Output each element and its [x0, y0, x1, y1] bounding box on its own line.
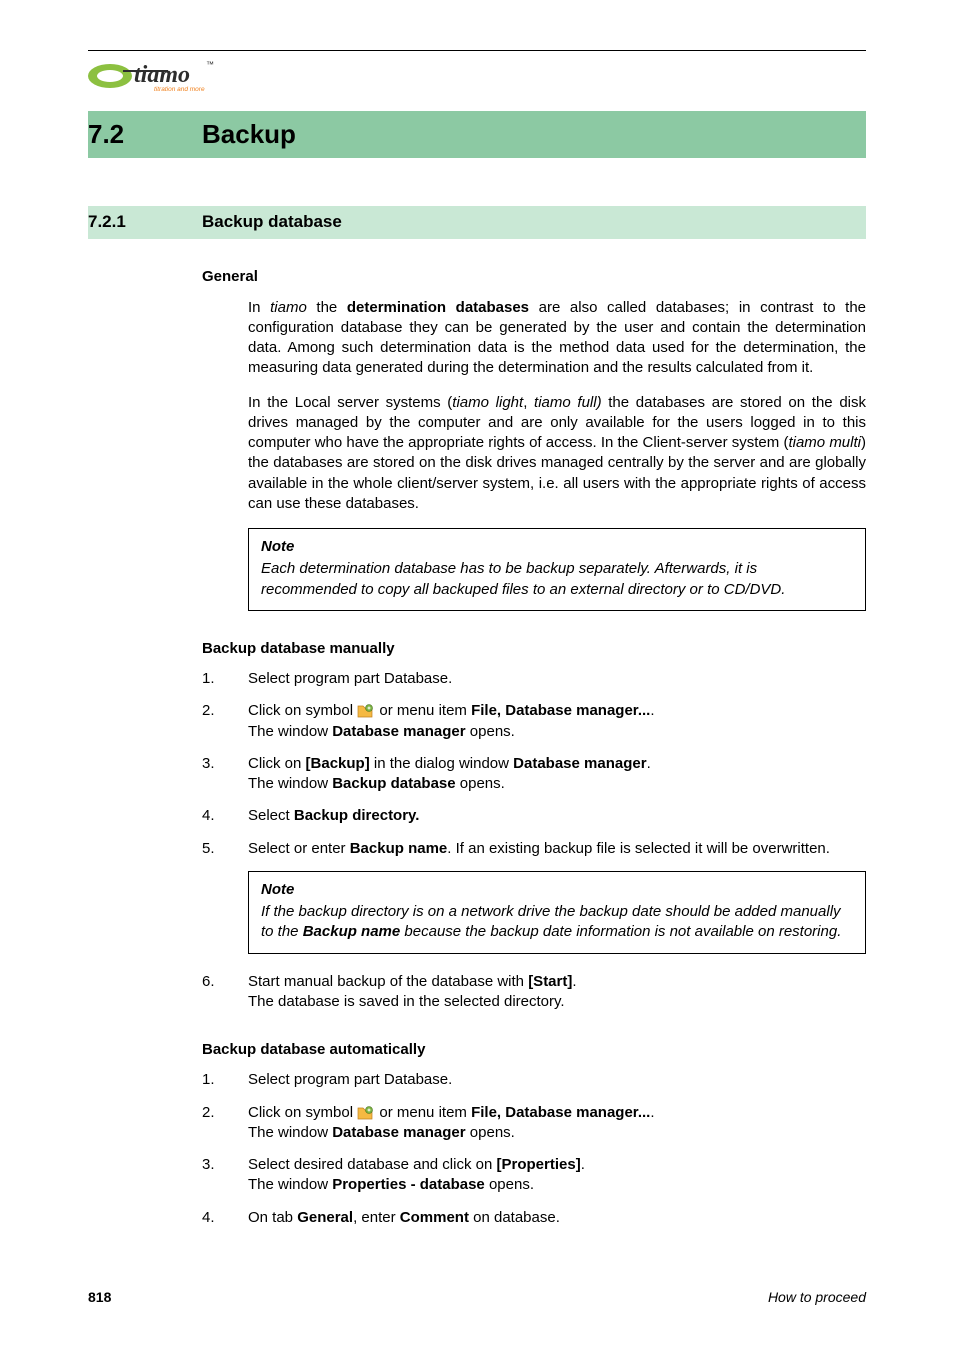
- section-number: 7.2: [88, 117, 202, 152]
- list-item: 1. Select program part Database.: [202, 669, 866, 689]
- page-number: 818: [88, 1288, 111, 1307]
- database-manager-icon: [357, 704, 375, 718]
- manual-steps-cont: 6. Start manual backup of the database w…: [202, 972, 866, 1013]
- heading-auto: Backup database automatically: [202, 1040, 866, 1060]
- page-footer: 818 How to proceed: [88, 1288, 866, 1307]
- note-label: Note: [261, 880, 853, 900]
- auto-steps: 1. Select program part Database. 2. Clic…: [202, 1070, 866, 1228]
- note-box: Note Each determination database has to …: [248, 528, 866, 611]
- list-item: 6. Start manual backup of the database w…: [202, 972, 866, 1013]
- svg-text:tiamo: tiamo: [134, 62, 190, 88]
- section-heading-2: 7.2.1 Backup database: [88, 206, 866, 239]
- list-item: 3. Select desired database and click on …: [202, 1155, 866, 1196]
- note-label: Note: [261, 537, 853, 557]
- list-item: 4. On tab General, enter Comment on data…: [202, 1208, 866, 1228]
- database-manager-icon: [357, 1106, 375, 1120]
- tiamo-logo-svg: tiamo ™ titration and more: [88, 57, 218, 95]
- list-item: 3. Click on [Backup] in the dialog windo…: [202, 754, 866, 795]
- list-item: 4. Select Backup directory.: [202, 806, 866, 826]
- note-body: If the backup directory is on a network …: [261, 902, 853, 943]
- paragraph: In the Local server systems (tiamo light…: [248, 393, 866, 515]
- section-title: Backup: [202, 117, 296, 152]
- top-rule: [88, 50, 866, 51]
- list-item: 2. Click on symbol or menu item File, Da…: [202, 701, 866, 742]
- manual-steps: 1. Select program part Database. 2. Clic…: [202, 669, 866, 859]
- paragraph: In tiamo the determination databases are…: [248, 298, 866, 379]
- svg-text:™: ™: [206, 60, 214, 69]
- list-item: 1. Select program part Database.: [202, 1070, 866, 1090]
- heading-general: General: [202, 267, 866, 287]
- list-item: 2. Click on symbol or menu item File, Da…: [202, 1103, 866, 1144]
- subsection-number: 7.2.1: [88, 211, 202, 234]
- section-heading-1: 7.2 Backup: [88, 111, 866, 158]
- list-item: 5. Select or enter Backup name. If an ex…: [202, 839, 866, 859]
- svg-text:titration and more: titration and more: [154, 86, 205, 93]
- note-box: Note If the backup directory is on a net…: [248, 871, 866, 954]
- note-body: Each determination database has to be ba…: [261, 559, 853, 600]
- heading-manual: Backup database manually: [202, 639, 866, 659]
- footer-section-label: How to proceed: [768, 1288, 866, 1307]
- logo: tiamo ™ titration and more: [88, 57, 866, 101]
- subsection-title: Backup database: [202, 211, 342, 234]
